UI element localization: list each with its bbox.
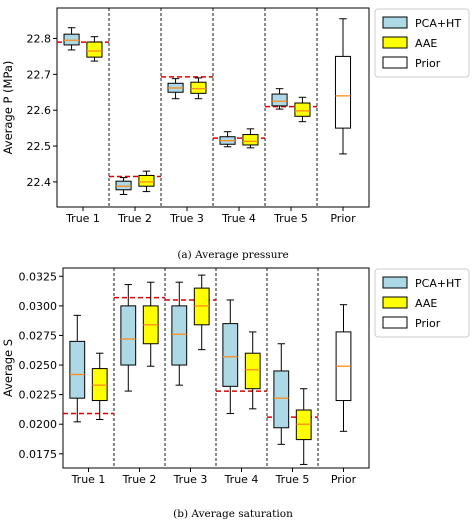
x-tick-label: True 5 <box>275 473 310 486</box>
box-body <box>244 352 261 390</box>
box-pca-ht <box>271 88 288 110</box>
figure-caption: (a) Average pressure <box>177 249 288 261</box>
box-body <box>63 33 80 46</box>
y-axis-label: Average P (MPa) <box>1 61 15 155</box>
box-aae <box>86 36 103 62</box>
legend-swatch <box>382 36 408 49</box>
x-tick-label: True 3 <box>169 212 204 225</box>
box-pca-ht <box>63 27 80 51</box>
box-pca-ht <box>69 314 86 423</box>
legend-label: PCA+HT <box>415 17 461 30</box>
box-body <box>190 81 207 94</box>
x-tick-label: True 5 <box>273 212 308 225</box>
y-tick-label: 0.0300 <box>19 300 58 313</box>
legend-label: PCA+HT <box>415 277 461 290</box>
box-body <box>69 340 86 399</box>
x-tick-label: True 2 <box>122 473 157 486</box>
box-body <box>222 323 239 387</box>
box-aae <box>190 77 207 100</box>
box-pca-ht <box>273 343 290 445</box>
legend: PCA+HT AAE Prior <box>374 8 470 78</box>
y-tick-label: 0.0325 <box>19 270 58 283</box>
legend-label: Prior <box>415 57 441 70</box>
y-tick-label: 0.0175 <box>19 448 58 461</box>
x-tick-label: True 2 <box>117 212 152 225</box>
x-tick-label: Prior <box>330 212 356 225</box>
chart-panel-1: 22.4 22.5 22.6 22.7 22.8 True 1 True 2 True 3 Tr… <box>1 7 470 261</box>
legend: PCA+HT AAE Prior <box>374 268 470 338</box>
y-axis-label: Average S <box>1 339 15 397</box>
box-pca-ht <box>222 299 239 415</box>
legend-swatch <box>382 276 408 289</box>
y-tick-label: 0.0275 <box>19 329 58 342</box>
y-tick-label: 22.7 <box>27 68 52 81</box>
box-aae <box>244 331 261 410</box>
box-prior <box>334 18 352 155</box>
box-body <box>120 305 137 366</box>
box-aae <box>242 128 259 149</box>
box-body <box>171 305 188 366</box>
box-body <box>273 370 290 429</box>
legend-swatch <box>382 16 408 29</box>
x-tick-label: True 1 <box>65 212 100 225</box>
box-aae <box>193 274 210 351</box>
box-aae <box>295 388 312 465</box>
box-body <box>138 174 155 187</box>
box-pca-ht <box>167 78 184 100</box>
legend-label: AAE <box>415 37 437 50</box>
y-tick-label: 0.0250 <box>19 359 58 372</box>
box-aae <box>138 170 155 193</box>
box-body <box>242 134 259 146</box>
legend-swatch <box>382 56 408 69</box>
figure-caption: (b) Average saturation <box>173 508 293 520</box>
box-body <box>334 55 352 129</box>
y-tick-label: 0.0225 <box>19 389 58 402</box>
x-tick-label: True 4 <box>224 473 259 486</box>
box-body <box>294 102 311 117</box>
box-body <box>271 93 288 107</box>
legend-label: AAE <box>415 297 437 310</box>
y-tick-label: 22.8 <box>27 32 52 45</box>
box-pca-ht <box>115 177 132 195</box>
box-body <box>115 180 132 191</box>
box-aae <box>91 352 108 420</box>
box-aae <box>142 281 159 367</box>
box-prior <box>335 304 352 432</box>
box-pca-ht <box>219 131 236 148</box>
box-aae <box>294 96 311 123</box>
box-pca-ht <box>120 284 137 392</box>
box-body <box>86 41 103 58</box>
box-pca-ht <box>171 281 188 386</box>
y-tick-label: 22.5 <box>27 140 52 153</box>
legend-label: Prior <box>415 317 441 330</box>
plot-area <box>56 7 370 208</box>
x-tick-label: True 3 <box>173 473 208 486</box>
x-tick-label: Prior <box>331 473 357 486</box>
y-tick-label: 0.0200 <box>19 418 58 431</box>
legend-swatch <box>382 316 408 329</box>
x-tick-label: True 1 <box>71 473 106 486</box>
x-tick-label: True 4 <box>221 212 256 225</box>
y-tick-label: 22.6 <box>27 104 52 117</box>
y-tick-label: 22.4 <box>27 176 52 189</box>
legend-swatch <box>382 296 408 309</box>
chart-panel-2: 0.0175 0.0200 0.0225 0.0250 0.0275 0.0300 0.03… <box>1 267 470 520</box>
